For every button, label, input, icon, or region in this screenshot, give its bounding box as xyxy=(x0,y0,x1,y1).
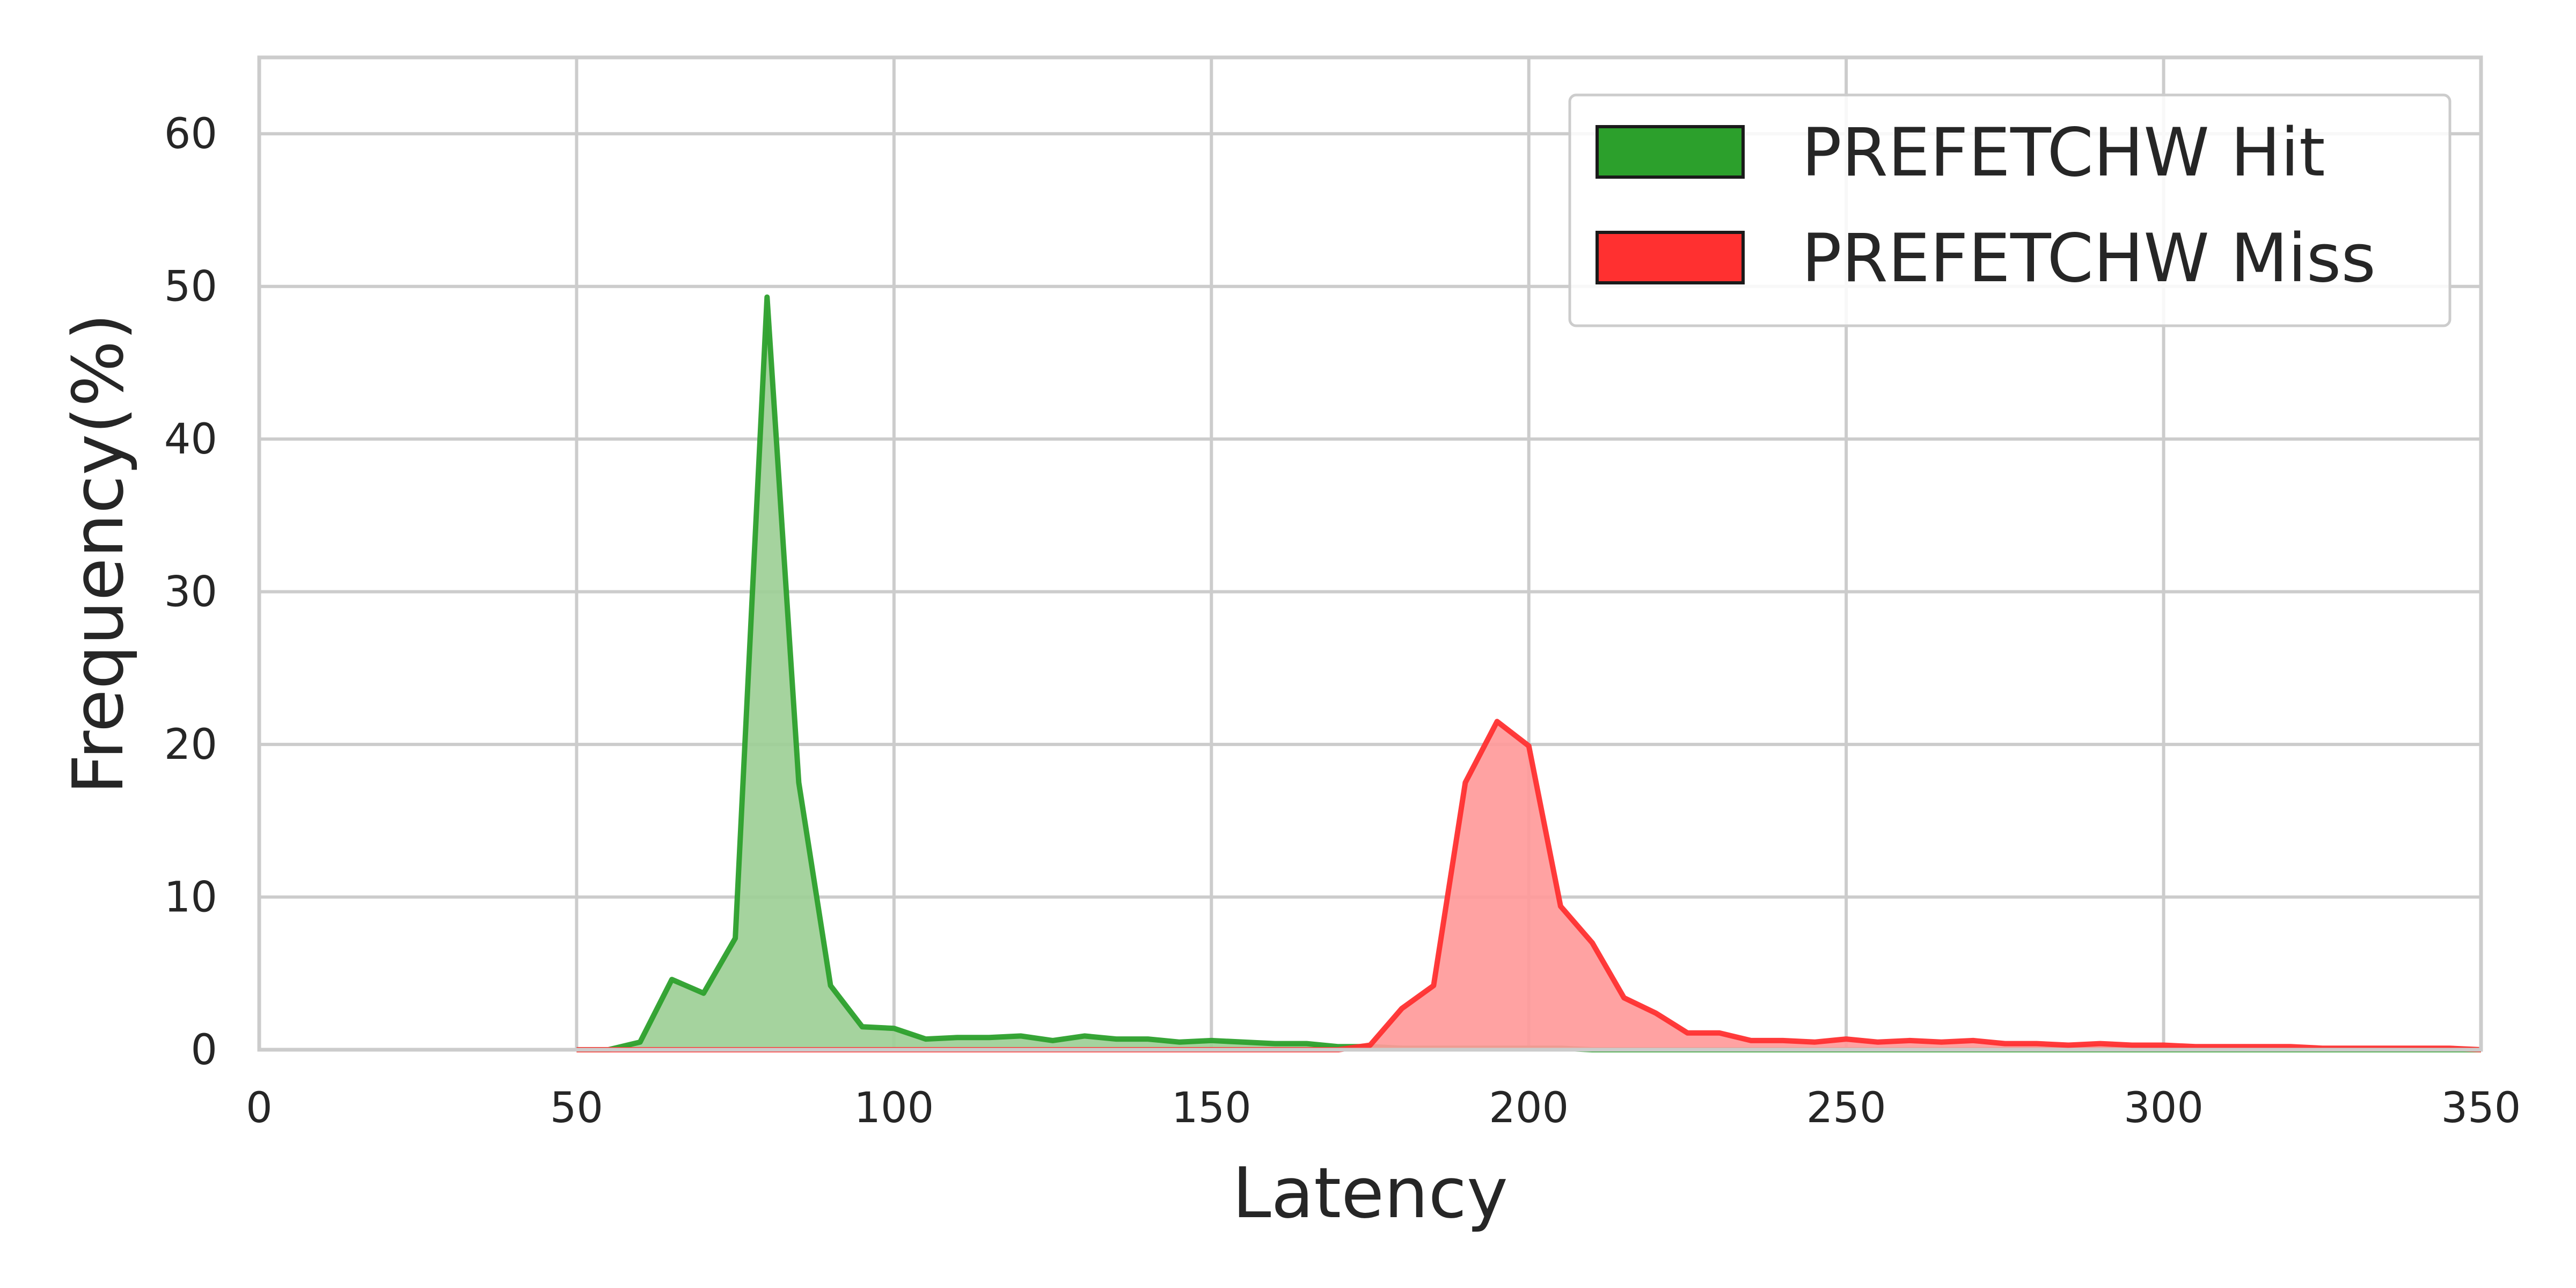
x-tick-label: 50 xyxy=(550,1084,603,1132)
legend: PREFETCHW Hit PREFETCHW Miss xyxy=(1568,93,2451,327)
legend-swatch-hit xyxy=(1596,125,1745,179)
y-tick-label: 30 xyxy=(164,568,217,617)
x-tick-label: 350 xyxy=(2441,1084,2521,1132)
x-tick-label: 300 xyxy=(2124,1084,2204,1132)
series-area-miss xyxy=(576,721,2482,1050)
x-axis-title: Latency xyxy=(1232,1152,1508,1234)
y-tick-labels: 0 10 20 30 40 50 60 xyxy=(164,110,217,1074)
x-tick-label: 0 xyxy=(246,1084,273,1132)
legend-swatch-miss xyxy=(1596,231,1745,284)
y-tick-label: 50 xyxy=(164,263,217,311)
x-tick-label: 150 xyxy=(1172,1084,1252,1132)
x-tick-label: 100 xyxy=(854,1084,934,1132)
legend-box xyxy=(1568,93,2451,327)
y-axis-title: Frequency(%) xyxy=(57,313,139,795)
y-tick-label: 60 xyxy=(164,110,217,158)
x-tick-labels: 0 50 100 150 200 250 300 350 xyxy=(246,1084,2521,1132)
legend-label-hit: PREFETCHW Hit xyxy=(1802,114,2325,192)
plot-frame xyxy=(257,55,2483,1052)
y-tick-label: 20 xyxy=(164,721,217,769)
legend-label-miss: PREFETCHW Miss xyxy=(1802,220,2376,297)
series-area-hit xyxy=(576,297,2482,1050)
y-tick-label: 40 xyxy=(164,415,217,464)
series-line-miss xyxy=(576,719,2482,1052)
x-tick-label: 200 xyxy=(1489,1084,1569,1132)
y-tick-label: 10 xyxy=(164,874,217,922)
x-tick-label: 250 xyxy=(1806,1084,1886,1132)
y-tick-label: 0 xyxy=(191,1026,217,1074)
